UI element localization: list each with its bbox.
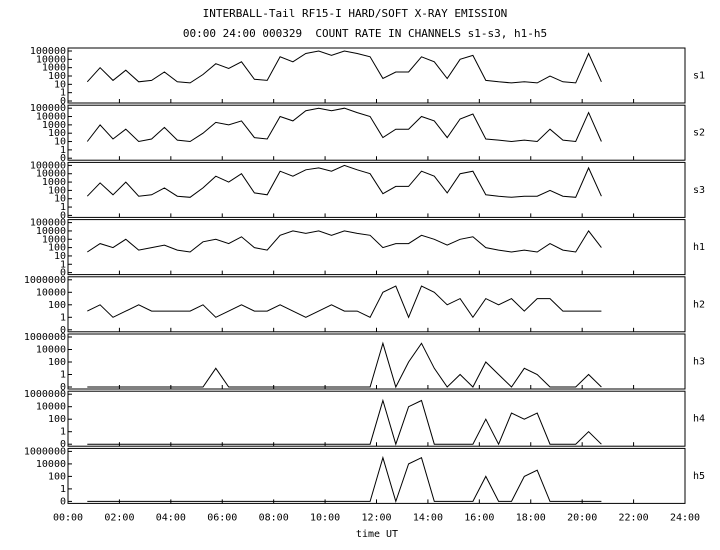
y-tick-label: 100000 (30, 46, 66, 57)
chart-title: INTERBALL-Tail RF15-I HARD/SOFT X-RAY EM… (203, 7, 508, 20)
y-tick-label: 1000 (42, 120, 66, 131)
y-tick-label: 1000000 (24, 446, 66, 457)
x-tick-label: 10:00 (310, 512, 340, 523)
y-tick-label: 100 (48, 414, 66, 425)
y-tick-label: 10000 (36, 169, 66, 180)
y-tick-label: 1000 (42, 177, 66, 188)
x-tick-label: 08:00 (259, 512, 289, 523)
series-name: h1 (693, 242, 705, 253)
y-tick-label: 1 (60, 88, 66, 99)
series-line (86, 164, 602, 198)
y-tick-label: 100 (48, 300, 66, 311)
y-tick-label: 10000 (36, 112, 66, 123)
y-tick-label: 0 (60, 210, 66, 221)
y-tick-label: 0 (60, 496, 66, 507)
y-tick-label: 1000000 (24, 275, 66, 286)
x-tick-label: 00:00 (53, 512, 83, 523)
y-tick-label: 100 (48, 128, 66, 139)
series-line (87, 455, 602, 504)
y-tick-label: 10000 (36, 54, 66, 65)
y-tick-label: 0 (60, 439, 66, 450)
y-tick-label: 1000 (42, 234, 66, 245)
y-tick-label: 10000 (36, 287, 66, 298)
y-tick-label: 10 (54, 137, 66, 148)
y-tick-label: 1 (60, 145, 66, 156)
series-line (87, 398, 602, 446)
series-line (86, 107, 602, 143)
y-tick-label: 100000 (30, 160, 66, 171)
y-tick-label: 0 (60, 325, 66, 336)
y-tick-label: 1 (60, 427, 66, 438)
y-tick-label: 100000 (30, 218, 66, 229)
x-tick-label: 20:00 (567, 512, 597, 523)
y-tick-label: 1 (60, 259, 66, 270)
y-tick-label: 1 (60, 370, 66, 381)
series-name: s1 (693, 71, 705, 82)
y-tick-label: 100 (48, 357, 66, 368)
y-tick-label: 10000 (36, 345, 66, 356)
x-tick-label: 16:00 (464, 512, 494, 523)
y-tick-label: 1 (60, 312, 66, 323)
y-tick-label: 0 (60, 268, 66, 279)
series-name: h3 (693, 357, 705, 368)
y-tick-label: 100 (48, 185, 66, 196)
series-name: h4 (693, 414, 705, 425)
x-tick-label: 24:00 (670, 512, 700, 523)
y-tick-label: 100000 (30, 103, 66, 114)
y-tick-label: 10 (54, 194, 66, 205)
y-tick-label: 100 (48, 243, 66, 254)
series-name: s3 (693, 185, 705, 196)
series-line (87, 341, 602, 389)
y-tick-label: 1000000 (24, 332, 66, 343)
y-tick-label: 0 (60, 96, 66, 107)
x-tick-label: 22:00 (619, 512, 649, 523)
y-tick-label: 100 (48, 471, 66, 482)
y-tick-label: 1 (60, 202, 66, 213)
x-tick-label: 14:00 (413, 512, 443, 523)
y-tick-label: 1000 (42, 63, 66, 74)
y-tick-label: 100 (48, 71, 66, 82)
series-name: s2 (693, 128, 705, 139)
y-tick-label: 10 (54, 251, 66, 262)
y-tick-label: 0 (60, 382, 66, 393)
x-tick-label: 12:00 (361, 512, 391, 523)
x-tick-label: 04:00 (156, 512, 186, 523)
series-line (87, 285, 602, 319)
y-tick-label: 0 (60, 153, 66, 164)
y-tick-label: 1000000 (24, 389, 66, 400)
y-tick-label: 10 (54, 79, 66, 90)
x-tick-label: 06:00 (207, 512, 237, 523)
series-line (86, 50, 602, 84)
y-tick-label: 10000 (36, 459, 66, 470)
series-line (87, 230, 602, 253)
x-axis-label: time UT (356, 529, 398, 540)
y-tick-label: 10000 (36, 226, 66, 237)
x-tick-label: 02:00 (104, 512, 134, 523)
x-tick-label: 18:00 (516, 512, 546, 523)
y-tick-label: 1 (60, 484, 66, 495)
y-tick-label: 10000 (36, 402, 66, 413)
series-name: h5 (693, 471, 705, 482)
chart-subtitle: 00:00 24:00 000329 COUNT RATE IN CHANNEL… (183, 27, 547, 40)
series-name: h2 (693, 299, 705, 310)
